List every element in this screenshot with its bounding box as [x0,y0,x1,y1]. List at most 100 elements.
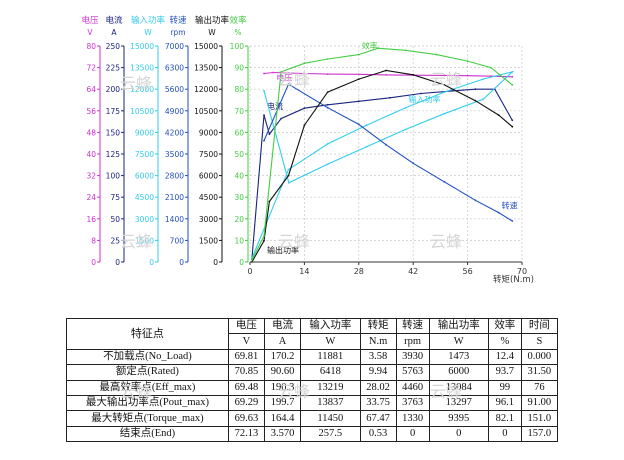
data-point [420,92,422,95]
y-tick-label: 48 [86,128,96,137]
y-tick-label: 175 [106,107,121,116]
y-tick-label: 4500 [135,193,154,202]
table-cell: 0 [487,425,522,443]
y-tick-label: 1400 [165,215,184,224]
y-axis-unit: A [111,28,117,37]
y-tick-label: 10 [234,236,244,245]
data-point [466,60,469,62]
y-tick-label: 5600 [165,85,184,94]
data-point [511,84,514,86]
table-cell: 257.5 [300,425,361,443]
x-tick-label: 56 [463,267,473,276]
data-point [511,125,514,128]
y-tick-label: 75 [110,193,120,202]
table-cell: 3.570 [263,425,302,443]
table-row-label: 最大转矩点(Torque_max) [66,410,229,427]
y-tick-label: 50 [110,215,120,224]
data-point [466,74,469,77]
series-label: 输出功率 [267,245,299,255]
data-point [377,47,380,50]
y-tick-label: 9000 [199,128,218,137]
data-point [385,69,387,72]
table-cell: 90.60 [263,364,302,381]
data-point [280,117,282,120]
data-point [357,73,360,76]
y-tick-label: 200 [106,85,121,94]
y-tick-label: 80 [86,42,96,51]
table-cell: 151.0 [520,410,559,427]
y-tick-label: 0 [115,258,120,267]
table-col-header: 电流 [263,317,302,335]
table-cell: 93.7 [487,364,522,381]
x-tick-label: 70 [517,267,527,276]
y-axis-name: 转速 [169,15,187,26]
table-cell: 6418 [300,364,361,381]
data-point [263,114,265,116]
table-cell: 13297 [428,394,489,412]
table-row-label: 结束点(End) [66,425,229,443]
y-tick-label: 4900 [165,107,184,116]
data-point [326,58,329,60]
table-cell: 12.4 [487,348,522,366]
table-row-label: 不加载点(No_Load) [66,348,229,366]
data-point [357,123,360,126]
series-line [251,47,513,261]
table-cell: 0 [395,425,430,443]
data-point [511,71,514,73]
y-tick-label: 16 [86,215,96,224]
table-cell: 76 [520,379,559,396]
data-point [326,163,329,166]
series-line [263,83,513,222]
x-axis-label: 转矩(N.m) [493,274,534,285]
table-row: 结束点(End) 72.13 3.570 257.5 0.53 0 0 0 157.0 [66,425,559,443]
data-point [482,98,484,101]
data-point [443,112,446,115]
table-row: 额定点(Rated) 70.85 90.60 6418 9.94 5763 6000 93.7… [66,364,559,381]
table-cell: 91.00 [520,394,559,412]
data-point [288,181,290,184]
data-point [251,258,253,261]
data-point [326,73,329,75]
y-tick-label: 90 [234,64,244,73]
data-point [287,174,290,177]
table-cell: 82.1 [487,410,522,427]
series-label: 效率 [362,41,378,51]
data-point [272,71,275,74]
table-cell: 72.13 [227,425,265,443]
table-col-header: 电压 [227,317,265,335]
table-cell: 13837 [300,394,361,412]
motor-performance-chart: 电压V08162432404856647280电流A02550751001251… [81,15,534,285]
y-axis-unit: W [144,28,152,37]
y-tick-label: 30 [234,193,244,202]
data-point [511,220,514,222]
data-point [326,103,329,106]
table-cell: 67.47 [359,410,397,427]
table-col-header: 效率 [487,317,522,335]
data-point [263,72,265,75]
data-point [287,83,290,86]
data-point [365,145,368,148]
data-point [287,168,290,171]
data-point [385,74,387,76]
table-row-label: 额定点(Rated) [66,364,229,381]
y-tick-label: 700 [170,236,185,245]
table-cell: 157.0 [520,425,559,443]
data-point [497,114,500,116]
table-unit-row: V A W N.m rpm W % S [67,333,559,350]
table-cell: 9.94 [359,364,397,381]
y-tick-label: 8 [91,236,96,245]
y-tick-label: 56 [86,107,96,116]
y-tick-label: 0 [179,258,184,267]
y-tick-label: 1500 [199,236,218,245]
table-unit: % [487,333,522,350]
y-tick-label: 0 [213,258,218,267]
table-unit: W [300,333,361,350]
data-point [263,235,265,238]
y-tick-label: 100 [230,42,245,51]
y-axis-name: 输入功率 [131,15,166,26]
y-tick-label: 15000 [130,42,154,51]
table-cell: 1473 [428,348,489,366]
data-point [365,124,368,127]
